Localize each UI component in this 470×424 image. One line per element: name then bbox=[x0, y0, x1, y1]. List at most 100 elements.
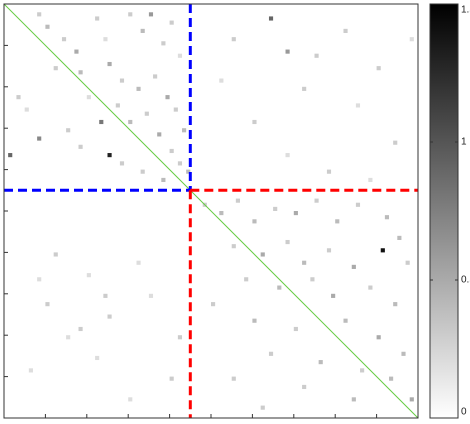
cell bbox=[169, 148, 174, 154]
colorbar-tick-label: 0 bbox=[461, 407, 467, 418]
cell bbox=[161, 177, 166, 183]
cell bbox=[231, 376, 236, 381]
cell bbox=[219, 78, 224, 83]
cell bbox=[169, 376, 174, 381]
cell bbox=[61, 37, 67, 42]
cell bbox=[331, 293, 336, 298]
cell bbox=[86, 95, 91, 100]
diagonal bbox=[3, 3, 419, 419]
cell bbox=[368, 177, 373, 183]
cell bbox=[277, 285, 282, 290]
cell bbox=[45, 302, 50, 307]
cell bbox=[326, 169, 332, 174]
cell bbox=[211, 302, 216, 307]
cell bbox=[389, 376, 394, 381]
cell bbox=[86, 273, 91, 278]
cell bbox=[318, 360, 323, 365]
cell bbox=[119, 78, 125, 83]
cell bbox=[107, 153, 112, 158]
cell bbox=[302, 86, 307, 91]
cell bbox=[140, 28, 145, 33]
cell bbox=[128, 397, 133, 402]
cell bbox=[37, 277, 42, 282]
cell bbox=[128, 119, 133, 125]
cell bbox=[148, 12, 154, 17]
cell bbox=[397, 235, 402, 240]
cell bbox=[53, 252, 58, 257]
cell bbox=[165, 95, 170, 100]
cell bbox=[252, 318, 257, 323]
cell bbox=[169, 20, 174, 25]
cell bbox=[314, 198, 319, 203]
cell bbox=[161, 41, 166, 46]
cell bbox=[140, 169, 145, 174]
cell bbox=[268, 16, 274, 21]
cell bbox=[78, 70, 83, 75]
cell bbox=[376, 66, 381, 71]
cell bbox=[144, 111, 149, 116]
cell bbox=[285, 153, 290, 158]
cell bbox=[119, 161, 125, 166]
cell bbox=[157, 132, 162, 137]
cell bbox=[252, 119, 257, 125]
cell bbox=[177, 161, 183, 166]
cell bbox=[103, 37, 108, 42]
cell bbox=[409, 397, 414, 402]
cell bbox=[37, 136, 42, 141]
cell bbox=[107, 314, 112, 319]
cell bbox=[177, 335, 183, 340]
cell bbox=[335, 219, 340, 224]
cell bbox=[28, 368, 33, 373]
cell bbox=[405, 260, 410, 265]
cell bbox=[401, 351, 406, 356]
cell bbox=[99, 119, 104, 125]
cell bbox=[74, 49, 79, 54]
cell bbox=[66, 335, 71, 340]
cell bbox=[293, 211, 298, 216]
cell bbox=[368, 285, 373, 290]
cell bbox=[78, 326, 83, 332]
cell bbox=[177, 53, 183, 58]
cell bbox=[128, 12, 133, 17]
cell bbox=[16, 95, 21, 100]
colorbar-tick-label: 1 bbox=[461, 137, 467, 148]
cell bbox=[343, 28, 348, 33]
cell bbox=[409, 37, 414, 42]
cell bbox=[326, 248, 332, 253]
cell bbox=[107, 61, 112, 67]
cell bbox=[53, 66, 58, 71]
colorbar bbox=[429, 3, 459, 419]
cell bbox=[252, 219, 257, 224]
cell bbox=[78, 144, 83, 149]
cell bbox=[235, 198, 240, 203]
colorbar-tick-label: 0.5 bbox=[461, 275, 470, 286]
cell bbox=[351, 264, 356, 269]
cell bbox=[314, 53, 319, 58]
cell bbox=[380, 248, 385, 253]
cell bbox=[103, 293, 108, 298]
cell bbox=[302, 384, 307, 390]
cell bbox=[95, 16, 100, 21]
cell bbox=[115, 103, 120, 108]
cell bbox=[360, 368, 365, 373]
cell bbox=[268, 351, 274, 356]
cell bbox=[148, 293, 154, 298]
cell bbox=[173, 107, 178, 112]
cell bbox=[384, 215, 390, 220]
cell bbox=[351, 397, 356, 402]
cell bbox=[355, 103, 361, 108]
cell bbox=[45, 24, 50, 29]
cell bbox=[231, 37, 236, 42]
cell bbox=[393, 302, 398, 307]
cell bbox=[355, 202, 361, 207]
cell bbox=[24, 107, 29, 112]
cell bbox=[260, 252, 265, 257]
cell bbox=[376, 335, 381, 340]
cell bbox=[260, 405, 265, 410]
cell bbox=[8, 153, 13, 158]
cell bbox=[182, 128, 187, 133]
cell bbox=[136, 86, 141, 91]
cell bbox=[136, 260, 141, 265]
cell bbox=[273, 206, 278, 211]
